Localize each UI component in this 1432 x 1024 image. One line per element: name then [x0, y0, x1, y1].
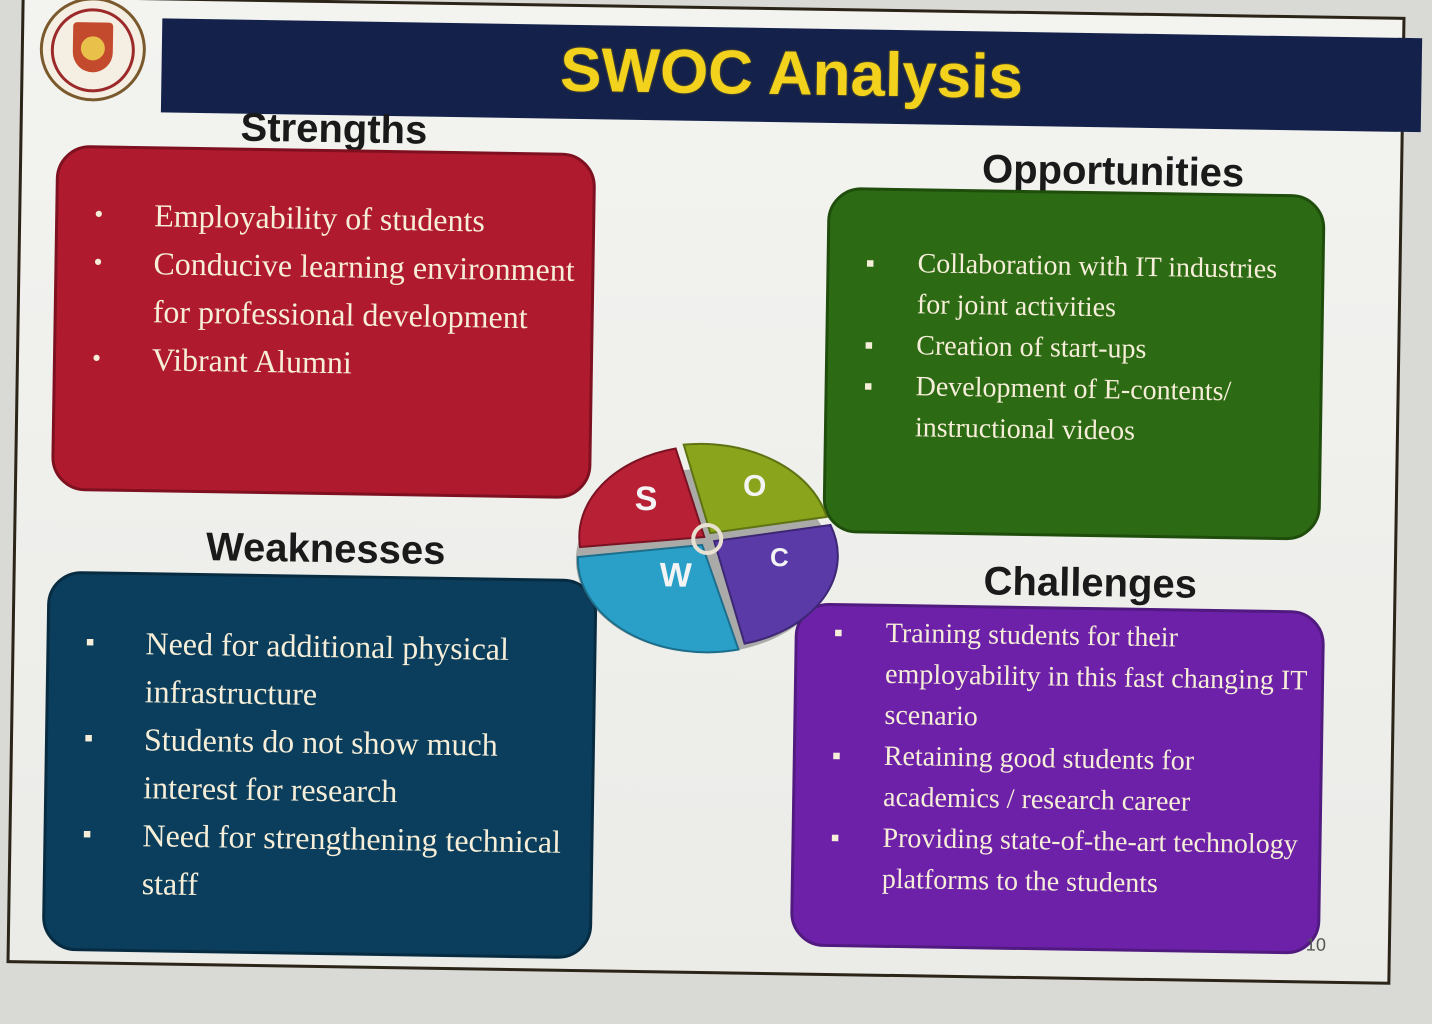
pie-letter-o: O — [743, 470, 767, 503]
bullet-dot-icon: • — [94, 199, 104, 229]
weaknesses-heading: Weaknesses — [205, 525, 446, 573]
slide: SWOC Analysis Strengths • Employability o… — [6, 0, 1423, 985]
pie-segment-s — [578, 447, 706, 549]
pie-segment-c — [712, 523, 839, 645]
list-item: • Employability of students — [58, 190, 583, 246]
challenges-heading: Challenges — [983, 559, 1198, 607]
bullet-square-icon: ▪ — [82, 819, 92, 849]
list-item: • Vibrant Alumni — [56, 334, 581, 390]
bullet-square-icon: ▪ — [865, 248, 876, 278]
list-item: ▪ Need for additional physical infrastruc… — [48, 618, 583, 722]
bullet-dot-icon: • — [91, 343, 102, 373]
opportunities-box: ▪ Collaboration with IT industries for jo… — [822, 186, 1326, 541]
list-item: ▪ Providing state-of-the-art technology p… — [794, 816, 1309, 906]
list-item: ▪ Students do not show much interest for … — [47, 714, 582, 818]
bullet-square-icon: ▪ — [864, 330, 874, 360]
bullet-square-icon: ▪ — [85, 627, 95, 657]
bullet-square-icon: ▪ — [863, 371, 874, 401]
challenges-box: ▪ Training students for their employabili… — [789, 602, 1326, 955]
list-item: ▪ Need for strengthening technical staff — [45, 810, 580, 914]
bullet-dot-icon: • — [93, 247, 103, 277]
weaknesses-box: ▪ Need for additional physical infrastruc… — [41, 570, 598, 960]
strengths-heading: Strengths — [240, 105, 428, 153]
pie-letter-c: C — [770, 542, 789, 572]
list-item: ▪ Collaboration with IT industries for jo… — [829, 242, 1312, 332]
list-item: • Conducive learning environment for prof… — [56, 238, 581, 342]
swoc-pie-graphic: S O W C — [575, 442, 839, 654]
pie-segment-w — [576, 543, 740, 654]
pie-segment-o — [682, 442, 828, 535]
list-item: ▪ Training students for their employabili… — [796, 611, 1312, 742]
page-number: 10 — [1305, 934, 1327, 955]
pie-letter-w: W — [659, 556, 693, 595]
strengths-box: • Employability of students • Conducive le… — [50, 144, 597, 500]
slide-title: SWOC Analysis — [559, 35, 1024, 112]
list-item: ▪ Development of E-contents/ instructiona… — [827, 365, 1310, 455]
bullet-square-icon: ▪ — [831, 741, 842, 771]
list-item: ▪ Retaining good students for academics /… — [795, 734, 1310, 824]
pie-letter-s: S — [635, 480, 658, 518]
university-logo-icon — [39, 0, 147, 103]
bullet-square-icon: ▪ — [830, 823, 841, 853]
pie-center-ring — [691, 523, 724, 556]
bullet-square-icon: ▪ — [83, 723, 94, 753]
